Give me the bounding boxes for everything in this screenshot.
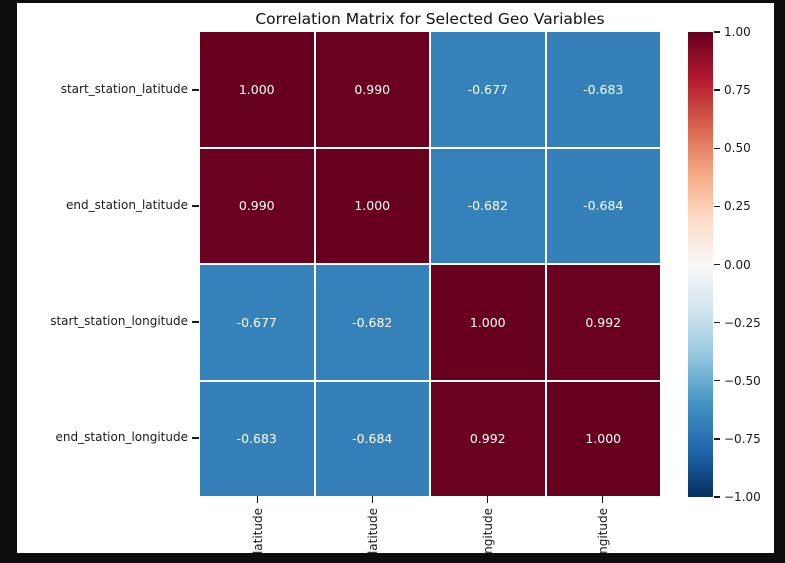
heatmap-cell: -0.684: [315, 381, 429, 496]
y-tick-mark: [192, 205, 199, 207]
colorbar-tick-mark: [714, 89, 720, 91]
x-tick-mark: [486, 496, 489, 503]
heatmap-cell: 1.000: [200, 32, 314, 147]
colorbar-tick-label: −0.75: [724, 431, 761, 446]
y-tick-label: end_station_latitude: [66, 198, 188, 212]
heatmap-cell: 1.000: [431, 265, 545, 380]
colorbar-tick-mark: [714, 496, 720, 498]
colorbar-tick-label: −1.00: [724, 490, 761, 504]
y-tick-label: end_station_longitude: [55, 430, 188, 444]
colorbar-tick-label: −0.25: [724, 315, 761, 330]
y-tick-label: start_station_latitude: [60, 82, 188, 96]
x-tick-label: end_station_latitude: [365, 508, 381, 553]
y-tick-mark: [192, 321, 199, 323]
colorbar: [688, 32, 713, 497]
colorbar-tick-label: −0.50: [724, 373, 761, 388]
x-tick-mark: [601, 496, 604, 503]
colorbar-tick-mark: [714, 263, 720, 266]
x-tick-mark: [371, 496, 374, 503]
colorbar-tick-label: 1.00: [724, 25, 751, 39]
heatmap-cell: -0.682: [431, 148, 545, 263]
heatmap-cell: 0.992: [546, 265, 660, 380]
colorbar-tick-mark: [714, 147, 720, 149]
heatmap-cell: 0.990: [200, 148, 314, 263]
heatmap-cell: -0.677: [200, 265, 314, 380]
colorbar-tick-label: 0.50: [724, 141, 751, 156]
colorbar-tick-label: 0.25: [724, 199, 751, 214]
x-tick-label: start_station_latitude: [250, 508, 266, 553]
x-tick-label: end_station_longitude: [595, 508, 611, 553]
y-tick-label: start_station_longitude: [50, 314, 188, 328]
heatmap-cell: 1.000: [315, 148, 429, 263]
x-tick-label: start_station_longitude: [480, 508, 496, 553]
colorbar-tick-label: 0.00: [724, 257, 751, 272]
figure-canvas: Correlation Matrix for Selected Geo Vari…: [17, 3, 774, 553]
heatmap-cell: -0.684: [546, 148, 660, 263]
colorbar-tick-mark: [714, 380, 720, 382]
heatmap-cell: 0.990: [315, 32, 429, 147]
colorbar-tick-mark: [714, 31, 720, 33]
heatmap-cell: 0.992: [431, 381, 545, 496]
chart-title: Correlation Matrix for Selected Geo Vari…: [255, 10, 605, 28]
heatmap-cell: -0.677: [431, 32, 545, 147]
colorbar-tick-mark: [714, 438, 720, 440]
x-tick-mark: [256, 496, 259, 503]
heatmap-cell: -0.683: [546, 32, 660, 147]
colorbar-tick-label: 0.75: [724, 83, 751, 98]
heatmap-cell: 1.000: [546, 381, 660, 496]
colorbar-tick-mark: [714, 321, 720, 324]
colorbar-tick-mark: [714, 205, 720, 208]
y-tick-mark: [192, 89, 199, 91]
heatmap-cell: -0.682: [315, 265, 429, 380]
heatmap-cell: -0.683: [200, 381, 314, 496]
y-tick-mark: [192, 437, 199, 439]
heatmap: 1.000 0.990 -0.677 -0.683 0.990 1.000 -0.682 -0…: [200, 32, 660, 496]
